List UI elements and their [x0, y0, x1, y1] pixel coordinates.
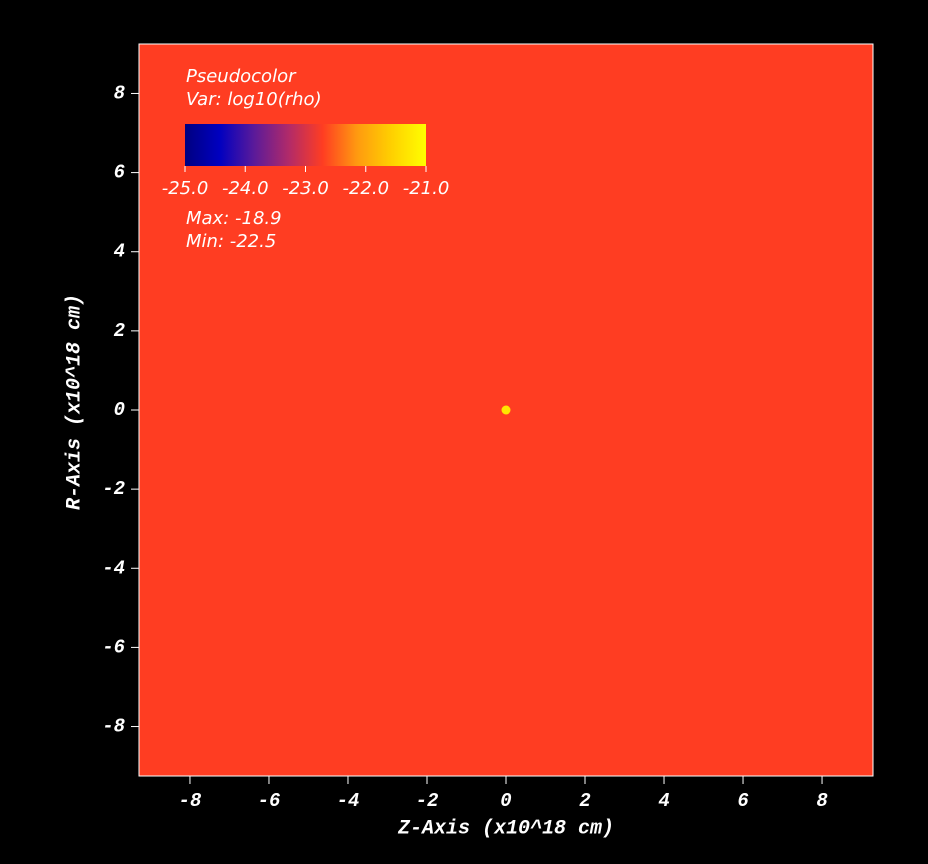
x-tick-label: 4 [658, 790, 669, 812]
x-tick-label: 0 [500, 790, 511, 812]
y-tick-label: -8 [102, 716, 125, 738]
legend-title: Pseudocolor [186, 66, 297, 87]
colorbar [185, 124, 426, 166]
x-tick-label: 6 [737, 790, 748, 812]
x-tick-label: -4 [337, 790, 360, 812]
colorbar-tick-label: -23.0 [282, 178, 329, 199]
colorbar-tick-label: -24.0 [222, 178, 269, 199]
x-tick-label: 2 [579, 790, 590, 812]
y-axis-title: R-Axis (x10^18 cm) [63, 294, 86, 510]
colorbar-tick-label: -22.0 [342, 178, 389, 199]
x-tick-label: -6 [258, 790, 281, 812]
legend-variable: Var: log10(rho) [186, 89, 322, 110]
y-tick-label: 2 [114, 320, 125, 342]
legend-min: Min: -22.5 [186, 231, 276, 252]
colorbar-tick-label: -25.0 [162, 178, 209, 199]
y-tick-label: -2 [102, 478, 125, 500]
y-tick-label: 4 [114, 241, 125, 263]
y-tick-label: 8 [114, 82, 125, 104]
x-axis-title: Z-Axis (x10^18 cm) [397, 817, 614, 840]
legend-max: Max: -18.9 [186, 208, 282, 229]
y-tick-label: -4 [102, 557, 125, 579]
y-tick-label: 0 [114, 399, 125, 421]
colorbar-tick-label: -21.0 [403, 178, 450, 199]
x-tick-label: -2 [416, 790, 439, 812]
y-tick-label: -6 [102, 636, 125, 658]
data-point [501, 405, 511, 415]
x-tick-label: -8 [179, 790, 202, 812]
y-tick-label: 6 [114, 162, 125, 184]
x-tick-label: 8 [816, 790, 827, 812]
